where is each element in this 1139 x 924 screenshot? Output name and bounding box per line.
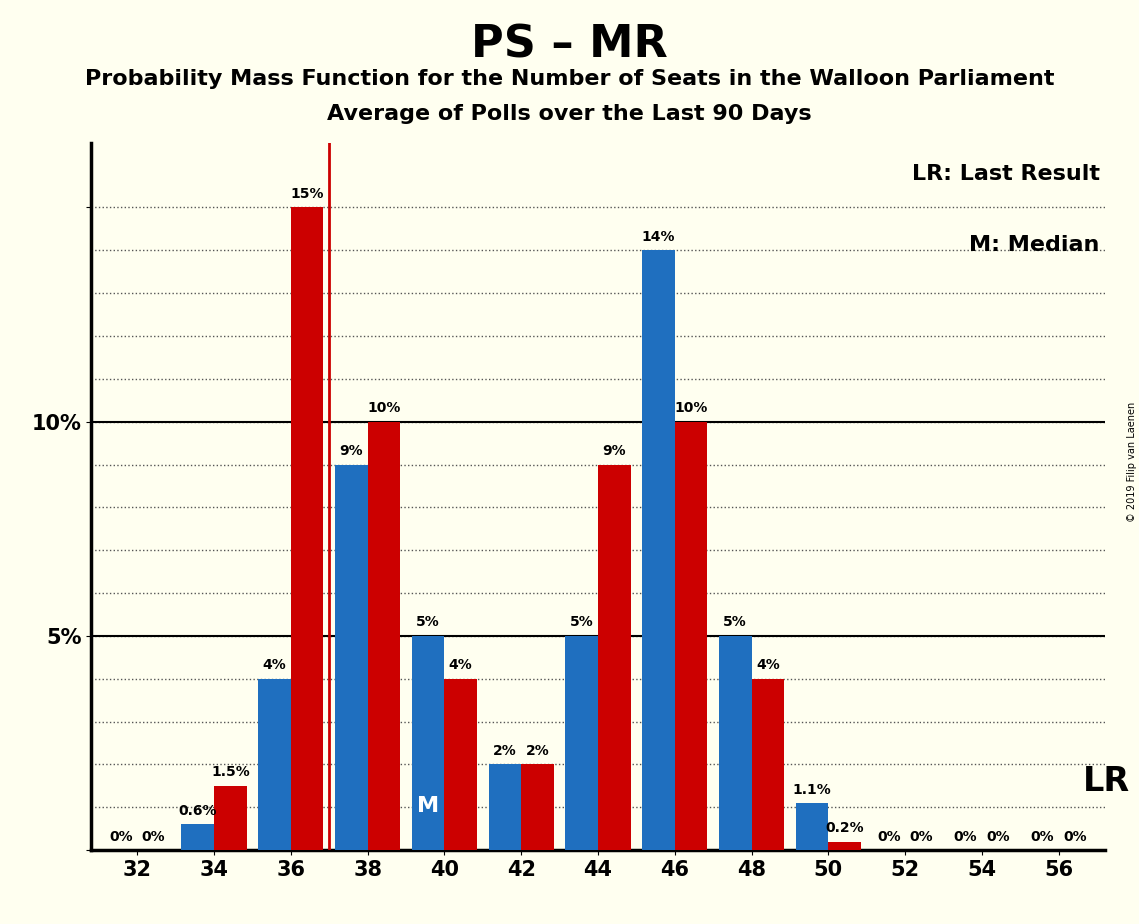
Text: 5%: 5% [416, 615, 440, 629]
Text: 0%: 0% [109, 830, 132, 844]
Text: © 2019 Filip van Laenen: © 2019 Filip van Laenen [1126, 402, 1137, 522]
Text: 5%: 5% [723, 615, 747, 629]
Text: 14%: 14% [641, 230, 675, 244]
Text: PS – MR: PS – MR [472, 23, 667, 67]
Bar [522, 764, 554, 850]
Text: 0%: 0% [141, 830, 165, 844]
Bar [752, 679, 785, 850]
Bar [642, 250, 674, 850]
Text: 0%: 0% [877, 830, 901, 844]
Text: 15%: 15% [290, 187, 323, 201]
Bar [181, 824, 214, 850]
Text: 4%: 4% [263, 658, 286, 673]
Text: 0.2%: 0.2% [826, 821, 865, 835]
Text: 4%: 4% [449, 658, 473, 673]
Bar [796, 803, 828, 850]
Text: 10%: 10% [674, 401, 707, 415]
Text: Probability Mass Function for the Number of Seats in the Walloon Parliament: Probability Mass Function for the Number… [84, 69, 1055, 90]
Text: 0%: 0% [1064, 830, 1087, 844]
Bar [444, 679, 477, 850]
Bar [411, 636, 444, 850]
Text: 4%: 4% [756, 658, 780, 673]
Bar [674, 421, 707, 850]
Text: 0%: 0% [986, 830, 1010, 844]
Text: 5%: 5% [570, 615, 593, 629]
Text: 1.5%: 1.5% [211, 765, 249, 780]
Text: Average of Polls over the Last 90 Days: Average of Polls over the Last 90 Days [327, 104, 812, 125]
Text: LR: Last Result: LR: Last Result [911, 164, 1100, 185]
Text: 9%: 9% [339, 444, 363, 458]
Text: 0.6%: 0.6% [179, 804, 216, 818]
Bar [368, 421, 400, 850]
Text: 0%: 0% [910, 830, 933, 844]
Bar [719, 636, 752, 850]
Bar [489, 764, 522, 850]
Text: 1.1%: 1.1% [793, 783, 831, 796]
Text: M: M [417, 796, 440, 816]
Text: 0%: 0% [1031, 830, 1055, 844]
Bar [828, 842, 861, 850]
Text: 2%: 2% [493, 744, 517, 758]
Bar [335, 465, 368, 850]
Text: M: Median: M: Median [969, 235, 1100, 255]
Bar [214, 785, 247, 850]
Text: 0%: 0% [953, 830, 977, 844]
Text: 9%: 9% [603, 444, 626, 458]
Bar [598, 465, 631, 850]
Text: LR: LR [1083, 765, 1130, 798]
Bar [259, 679, 290, 850]
Text: 10%: 10% [367, 401, 401, 415]
Text: 2%: 2% [525, 744, 549, 758]
Bar [565, 636, 598, 850]
Bar [290, 208, 323, 850]
